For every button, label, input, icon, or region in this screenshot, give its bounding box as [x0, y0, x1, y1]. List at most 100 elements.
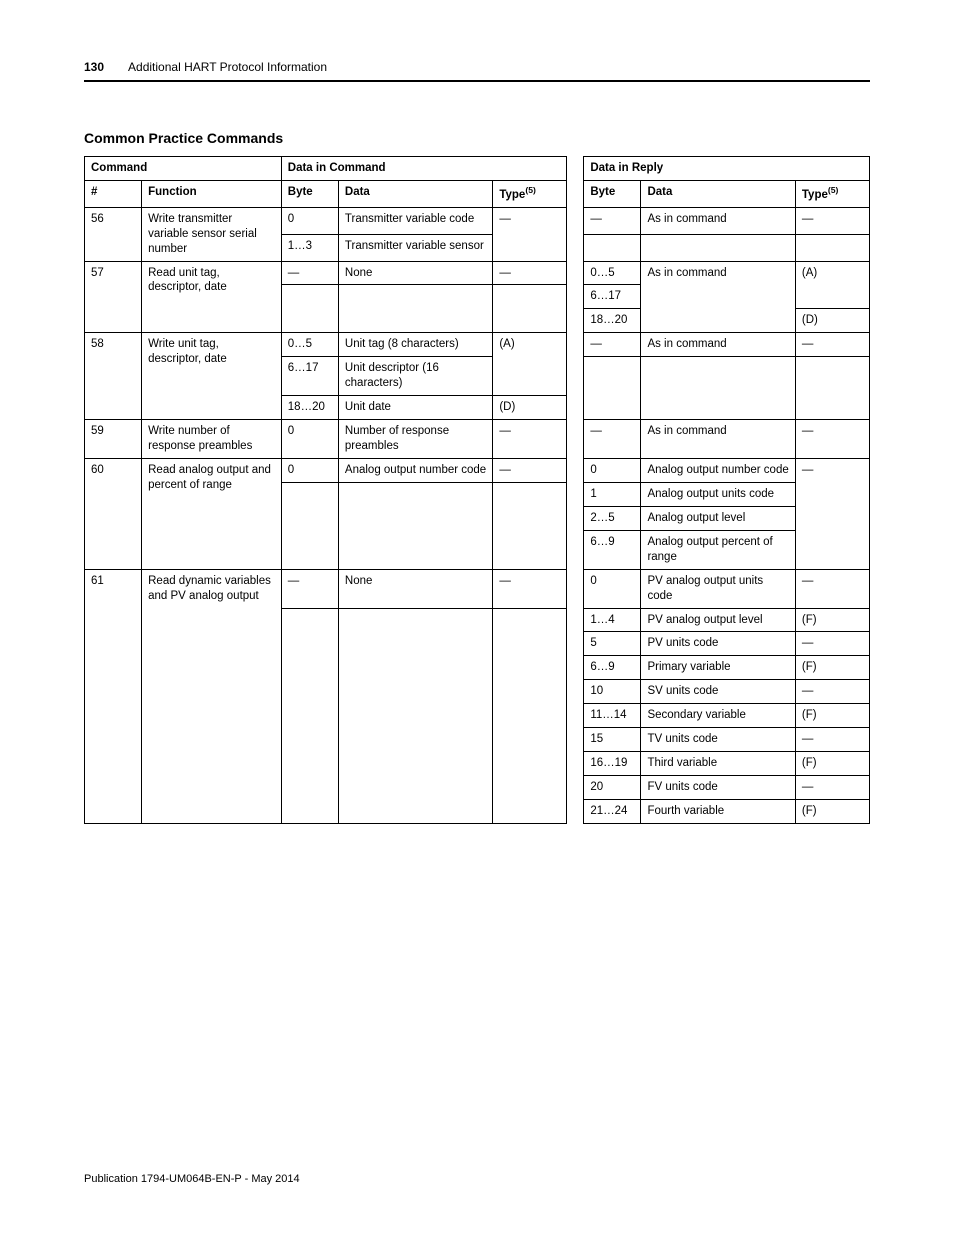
cell-reply-byte: 1	[584, 482, 641, 506]
cell-reply-type: (F)	[795, 704, 869, 728]
section-title: Common Practice Commands	[84, 130, 870, 146]
cell-reply-byte: 6…9	[584, 530, 641, 569]
cell-reply-byte	[584, 234, 641, 261]
cell-cmd-byte: 0	[281, 420, 338, 459]
cell-reply-byte: 5	[584, 632, 641, 656]
chapter-title: Additional HART Protocol Information	[128, 60, 327, 74]
cell-reply-type: (F)	[795, 752, 869, 776]
cell-cmd-type: (D)	[493, 396, 567, 420]
cell-reply-data: TV units code	[641, 728, 795, 752]
cell-reply-data: SV units code	[641, 680, 795, 704]
cell-reply-data: Secondary variable	[641, 704, 795, 728]
cell-cmd-byte: 6…17	[281, 357, 338, 396]
table-row: 59Write number of response preambles0Num…	[85, 420, 870, 459]
table-row: 57Read unit tag, descriptor, date—None—0…	[85, 261, 870, 285]
cell-reply-data: As in command	[641, 207, 795, 234]
cell-reply-data	[641, 234, 795, 261]
cell-num: 58	[85, 333, 142, 420]
commands-table: Command Data in Command Data in Reply # …	[84, 156, 870, 824]
cell-reply-data: As in command	[641, 261, 795, 333]
cell-reply-type: (A)	[795, 261, 869, 309]
table-row: 61Read dynamic variables and PV analog o…	[85, 569, 870, 608]
col-type-cmd: Type(5)	[493, 180, 567, 207]
table-head: Command Data in Command Data in Reply # …	[85, 157, 870, 208]
cell-reply-data	[641, 357, 795, 420]
page-number: 130	[84, 60, 104, 74]
page: 130 Additional HART Protocol Information…	[0, 0, 954, 1235]
cell-reply-type: —	[795, 569, 869, 608]
cell-reply-data: Analog output units code	[641, 482, 795, 506]
cell-cmd-byte: 18…20	[281, 396, 338, 420]
cell-reply-data: Analog output percent of range	[641, 530, 795, 569]
group-header-row: Command Data in Command Data in Reply	[85, 157, 870, 181]
publication-footer: Publication 1794-UM064B-EN-P - May 2014	[84, 1173, 300, 1185]
cell-cmd-byte: 0	[281, 458, 338, 482]
cell-reply-data: Third variable	[641, 752, 795, 776]
cell-reply-byte: 0	[584, 458, 641, 482]
cell-reply-byte: 0…5	[584, 261, 641, 285]
cell-cmd-data: None	[338, 261, 492, 285]
cell-reply-byte: 6…9	[584, 656, 641, 680]
cell-cmd-type	[493, 285, 567, 333]
cell-function: Write transmitter variable sensor serial…	[142, 207, 282, 261]
cell-reply-byte: 18…20	[584, 309, 641, 333]
cell-cmd-data: Unit descriptor (16 characters)	[338, 357, 492, 396]
col-byte-reply: Byte	[584, 180, 641, 207]
cell-num: 56	[85, 207, 142, 261]
cell-reply-type: (F)	[795, 608, 869, 632]
cell-num: 59	[85, 420, 142, 459]
page-header: 130 Additional HART Protocol Information	[84, 60, 870, 74]
cell-reply-type: —	[795, 207, 869, 234]
cell-reply-type: —	[795, 458, 869, 569]
cell-cmd-type	[493, 608, 567, 823]
cell-function: Read dynamic variables and PV analog out…	[142, 569, 282, 823]
col-function: Function	[142, 180, 282, 207]
cell-cmd-type: —	[493, 207, 567, 261]
col-data-reply: Data	[641, 180, 795, 207]
cell-cmd-data: None	[338, 569, 492, 608]
cell-reply-byte: 1…4	[584, 608, 641, 632]
cell-cmd-type: —	[493, 261, 567, 285]
gap-cell	[567, 420, 584, 459]
cell-reply-byte: 0	[584, 569, 641, 608]
cell-function: Write unit tag, descriptor, date	[142, 333, 282, 420]
cell-reply-data: PV analog output units code	[641, 569, 795, 608]
cell-cmd-byte: —	[281, 569, 338, 608]
cell-reply-byte: —	[584, 333, 641, 357]
cell-cmd-data: Transmitter variable sensor	[338, 234, 492, 261]
cell-reply-byte: 6…17	[584, 285, 641, 309]
cell-num: 57	[85, 261, 142, 333]
cell-reply-type: —	[795, 680, 869, 704]
cell-cmd-byte: 0	[281, 207, 338, 234]
col-type-reply: Type(5)	[795, 180, 869, 207]
cell-cmd-data	[338, 482, 492, 569]
cell-reply-byte	[584, 357, 641, 420]
col-byte-cmd: Byte	[281, 180, 338, 207]
cell-reply-data: Analog output number code	[641, 458, 795, 482]
cell-cmd-data: Analog output number code	[338, 458, 492, 482]
cell-reply-type	[795, 357, 869, 420]
cell-reply-data: As in command	[641, 420, 795, 459]
cell-cmd-type: (A)	[493, 333, 567, 396]
cell-reply-type: —	[795, 632, 869, 656]
cell-reply-type: (F)	[795, 800, 869, 824]
cell-reply-byte: 10	[584, 680, 641, 704]
cell-reply-type: (D)	[795, 309, 869, 333]
cell-cmd-byte: 0…5	[281, 333, 338, 357]
cell-reply-data: Analog output level	[641, 506, 795, 530]
cell-num: 60	[85, 458, 142, 569]
gap-cell	[567, 458, 584, 569]
cell-cmd-data: Transmitter variable code	[338, 207, 492, 234]
cell-cmd-type	[493, 482, 567, 569]
cell-reply-type	[795, 234, 869, 261]
cell-cmd-data: Number of response preambles	[338, 420, 492, 459]
cell-cmd-data: Unit tag (8 characters)	[338, 333, 492, 357]
cell-reply-byte: 2…5	[584, 506, 641, 530]
cell-cmd-type: —	[493, 420, 567, 459]
table-row: 56Write transmitter variable sensor seri…	[85, 207, 870, 234]
cell-reply-type: —	[795, 776, 869, 800]
gap-cell	[567, 569, 584, 823]
col-data-cmd: Data	[338, 180, 492, 207]
group-header-data-in-reply: Data in Reply	[584, 157, 870, 181]
gap-cell	[567, 207, 584, 261]
